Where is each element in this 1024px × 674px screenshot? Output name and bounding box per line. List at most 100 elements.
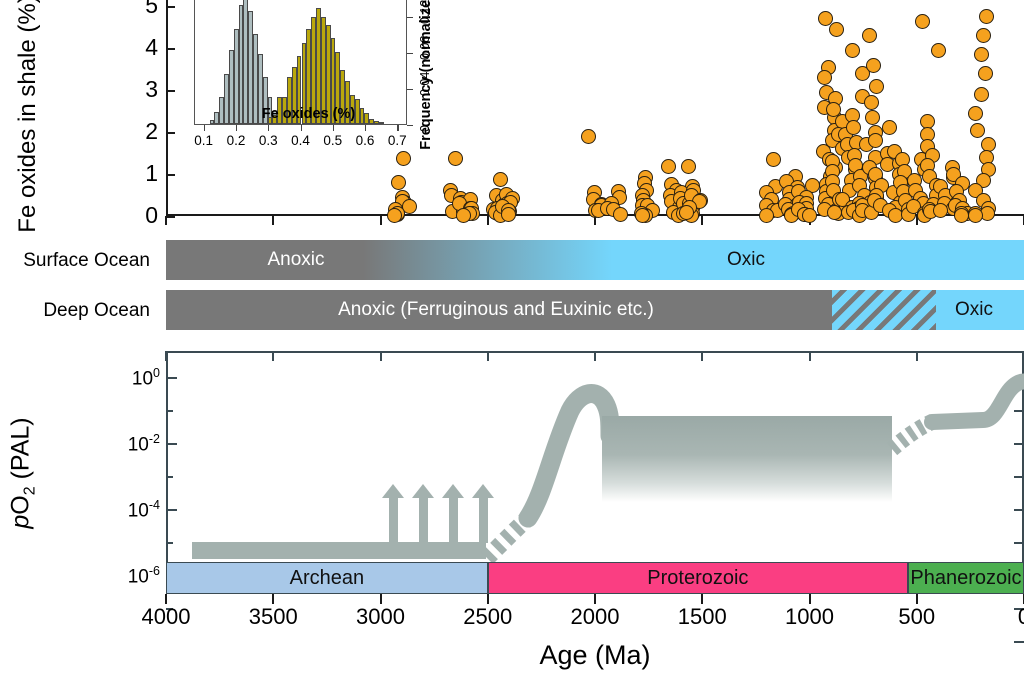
scatter-point — [679, 205, 695, 221]
panel-b-right-tickmark — [1014, 443, 1024, 445]
panel-a-x-tickmark — [701, 216, 704, 225]
histogram-bar — [214, 112, 220, 124]
panel-a-y-tick-label: 5 — [145, 0, 158, 19]
panel-b-x-tickmark — [165, 351, 167, 361]
histogram-bar — [209, 120, 215, 124]
panel-a-y-tickmark — [166, 90, 175, 93]
panel-b-y-minor-tickmark — [166, 608, 173, 610]
panel-b-y-tick-label: 10-2 — [127, 432, 160, 456]
scatter-point — [680, 159, 696, 175]
scatter-point — [456, 207, 472, 223]
scatter-point — [866, 57, 882, 73]
x-axis-tick-label: 3500 — [248, 604, 298, 629]
histogram-bar — [243, 0, 249, 124]
panel-a-y-tickmark — [166, 48, 175, 51]
deep-ocean-anoxic-segment — [166, 290, 832, 330]
panel-b-y-major-tickmark — [166, 377, 177, 379]
scatter-point — [818, 11, 834, 27]
panel-b-y-tick-label: 100 — [131, 366, 160, 390]
inset-y-axis-title: Frequency (normalized) — [418, 0, 434, 150]
histogram-bar — [267, 116, 273, 124]
scatter-point — [448, 150, 464, 166]
proterozoic-po2-uncertainty-band — [602, 416, 892, 502]
panel-b-y-major-tickmark — [166, 509, 177, 511]
histogram-bar — [272, 114, 278, 124]
panel-b-y-axis-title: pO2 (PAL) — [6, 416, 39, 529]
scatter-point — [863, 95, 879, 111]
panel-a-y-tick-label: 1 — [145, 160, 158, 187]
histogram-bar — [349, 95, 355, 124]
panel-a-x-tickmark — [379, 216, 382, 225]
scatter-point — [825, 101, 841, 117]
panel-b-x-tickmark — [486, 351, 489, 361]
fe-oxides-scatter-plot: 0 1 2 3 4 5 — [145, 0, 1024, 228]
panel-a-x-tickmark — [915, 216, 918, 225]
scatter-point — [765, 151, 781, 167]
x-axis-tick-label: 3000 — [356, 604, 405, 629]
x-axis-tickmark — [915, 594, 918, 604]
panel-a-y-axis-title: Fe oxides in shale (%) — [14, 0, 41, 233]
scatter-point — [845, 42, 861, 58]
panel-b-x-tickmark — [701, 351, 704, 361]
panel-a-y-tick-label: 3 — [145, 76, 158, 103]
histogram-bar — [345, 80, 350, 124]
panel-b-x-tickmark — [272, 351, 275, 361]
scatter-point — [914, 13, 930, 29]
histogram-bar — [354, 98, 360, 124]
panel-a-x-tickmark — [272, 216, 275, 225]
histogram-bar — [320, 17, 326, 124]
inset-x-axis-title: Fe oxides (%) — [261, 106, 356, 122]
histogram-bar — [282, 96, 287, 124]
po2-panel: 100 10-2 10-4 10-6 — [128, 351, 1024, 643]
neoproterozoic-oxygenation-curve — [886, 373, 1024, 456]
histogram-bar — [369, 118, 375, 124]
scatter-point — [829, 21, 845, 37]
panel-b-y-minor-tickmark — [166, 476, 173, 478]
deep-ocean-transition-hatched-segment — [831, 290, 936, 330]
inset-x-tick-label: 0.6 — [355, 133, 375, 148]
panel-a-y-tick-label: 0 — [145, 202, 158, 228]
scatter-point — [854, 65, 870, 81]
deep-ocean-oxic-segment — [935, 290, 1024, 330]
po2-up-arrow-2 — [412, 484, 434, 543]
po2-up-arrow-4 — [472, 484, 494, 543]
scatter-point — [635, 207, 651, 223]
histogram-bar — [257, 53, 263, 124]
inset-y-tickmark — [407, 16, 413, 18]
scatter-point — [967, 105, 983, 121]
deep-ocean-label: Deep Ocean — [43, 300, 150, 321]
histogram-bar — [374, 121, 379, 124]
inset-x-tickmark — [365, 125, 367, 131]
scatter-point — [613, 207, 629, 223]
x-axis-tickmark — [165, 594, 167, 604]
x-axis-tick-label: 1000 — [785, 604, 834, 629]
inset-x-tickmark — [300, 125, 302, 131]
inset-x-tickmark — [397, 125, 399, 131]
histogram-bar — [316, 8, 321, 124]
surface-ocean-gradient — [166, 240, 1024, 280]
scatter-point — [869, 78, 885, 94]
histogram-bar — [378, 122, 384, 124]
x-axis-tickmark — [379, 594, 382, 604]
scatter-point — [817, 70, 833, 86]
panel-b-right-tickmark — [1014, 542, 1024, 544]
histogram-bar — [286, 77, 292, 124]
scatter-point — [933, 203, 949, 219]
scatter-point — [500, 206, 516, 222]
panel-a-y-tickmark — [166, 174, 175, 177]
x-axis-tick-label: 4000 — [141, 604, 191, 629]
histogram-bar — [248, 11, 254, 124]
panel-b-y-minor-tickmark — [166, 410, 173, 412]
panel-b-x-tickmark — [594, 351, 596, 361]
x-axis-title: Age (Ma) — [539, 640, 651, 670]
inset-x-tick-label: 0.5 — [323, 133, 343, 148]
panel-b-right-tickmark — [1014, 608, 1024, 610]
histogram-bar — [335, 51, 341, 124]
x-axis-tick-label: 2500 — [463, 604, 513, 629]
x-axis-tickmark — [272, 594, 275, 604]
phanerozoic-po2-curve — [924, 373, 1024, 430]
po2-up-arrow-1 — [382, 484, 404, 543]
x-axis-tickmark — [486, 594, 489, 604]
scatter-point — [580, 128, 596, 144]
inset-y-tickmark — [407, 52, 413, 54]
